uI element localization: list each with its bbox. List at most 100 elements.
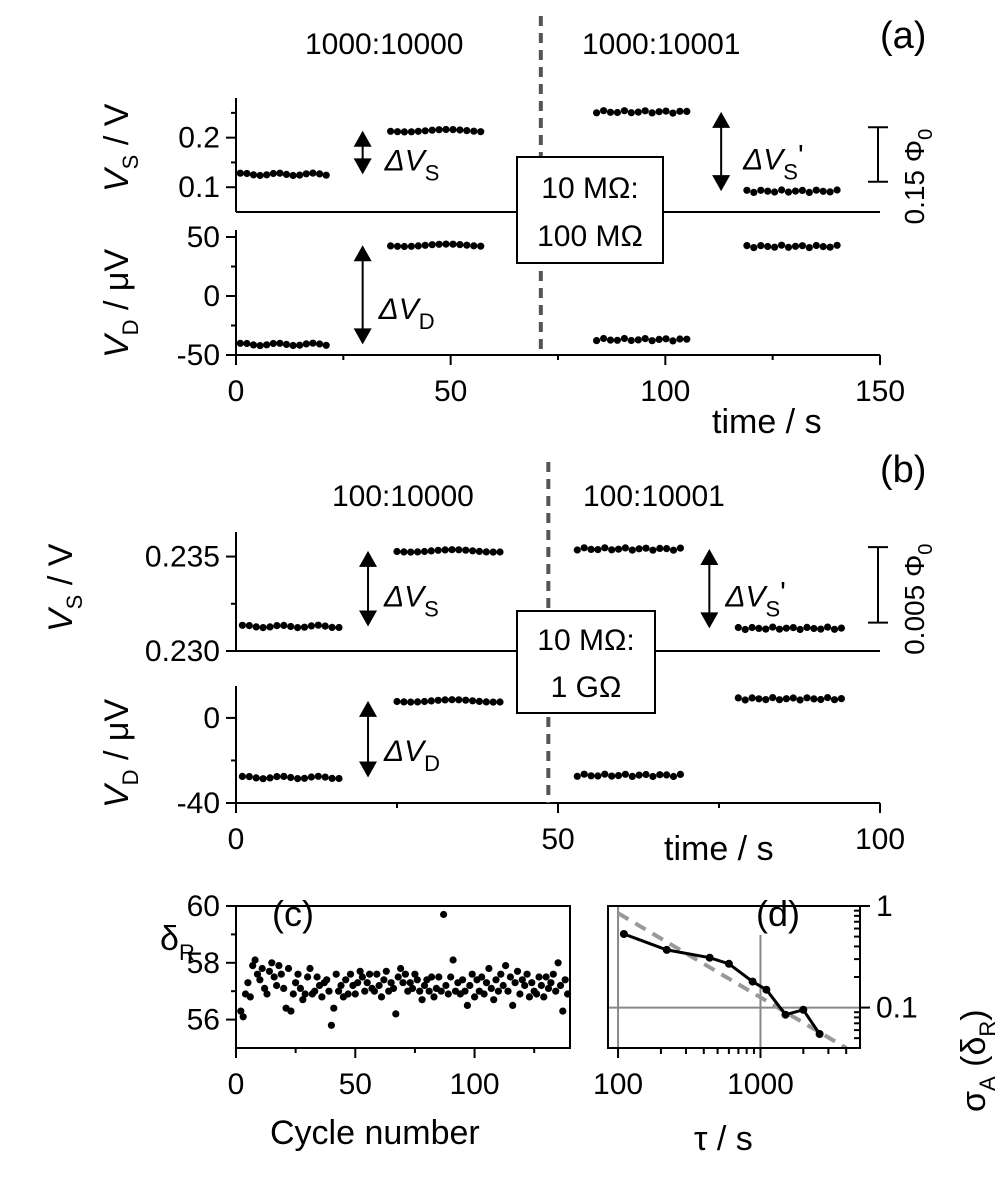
panel-a-bottom-point	[743, 242, 751, 250]
panel-a-bottom-y-label: VD / μV	[98, 248, 143, 358]
panel-c-point	[564, 990, 572, 998]
panel-a-ratio-right: 1000:10001	[582, 28, 741, 61]
panel-b-top-point	[300, 623, 309, 631]
panel-b-x-ticks: 0 50 100	[228, 803, 905, 856]
panel-a-top-point	[743, 186, 751, 194]
panel-b-bottom-y-tick-label: 0	[203, 702, 220, 735]
panel-b-bottom-point	[642, 770, 650, 779]
panel-a-top-point	[655, 108, 663, 116]
panel-c-point	[547, 979, 555, 987]
panel-b-top-point	[789, 624, 797, 632]
panel-c-point	[435, 973, 443, 981]
panel-a-scale-bar: 0.15 Φ0	[868, 126, 937, 225]
panel-d-point	[799, 1005, 808, 1014]
panel-b-top-point	[837, 624, 846, 632]
panel-c-point	[289, 990, 297, 998]
panel-a-top-point	[634, 108, 642, 116]
panel-b-bottom-y-tick-label: -40	[177, 787, 220, 820]
panel-a-top-point	[819, 187, 827, 195]
panel-a-top-y-label: VS / V	[98, 103, 143, 192]
panel-a-resistor-box-frame	[516, 156, 664, 264]
panel-c-point	[490, 996, 498, 1004]
panel-c-point	[366, 970, 374, 978]
panel-c-point	[499, 981, 507, 990]
panel-a-top-point	[400, 128, 408, 136]
panel-b-bottom-y-label: VD / μV	[98, 698, 143, 808]
panel-b-top-point	[830, 625, 839, 633]
panel-b-top-point	[580, 544, 588, 552]
panel-b-top-point	[810, 624, 818, 633]
panel-b-top-point	[335, 623, 343, 632]
panel-b-bottom-point	[427, 697, 435, 705]
panel-b-bottom-point	[810, 695, 818, 703]
panel-a-top-point	[757, 186, 765, 194]
panel-c-point	[535, 973, 543, 981]
panel-b-bottom-point	[762, 696, 770, 704]
panel-b-bottom-point	[782, 695, 791, 703]
panel-a-bottom-point	[400, 242, 408, 251]
panel-c-point	[246, 993, 254, 1001]
panel-a-bottom-point	[669, 337, 677, 345]
panel-b-resistor-box-line2: 1 GΩ	[551, 671, 622, 704]
panel-b-bottom-point	[796, 696, 804, 704]
panel-b-top-points	[238, 544, 846, 634]
panel-c-point	[482, 979, 491, 987]
panel-a-bottom-point	[456, 241, 464, 249]
panel-c-point	[389, 984, 398, 993]
panel-a-top-points	[236, 107, 841, 196]
panel-d-point	[724, 959, 733, 968]
panel-c-point	[430, 993, 438, 1001]
panel-a-top-point	[477, 128, 485, 136]
panel-c-y-ticks: 56 58 60	[187, 890, 236, 1037]
panel-b-bottom-point	[400, 698, 408, 706]
panel-a-top-point	[648, 109, 656, 117]
panel-a-top-point	[435, 126, 443, 134]
panel-c-point	[411, 970, 419, 978]
panel-a: (a) 1000:10000 1000:10001 0.10.2 ΔVS ΔVS'…	[98, 15, 937, 441]
panel-b-bottom-point	[259, 775, 267, 783]
panel-b-top-point	[587, 545, 595, 554]
panel-a-top-point	[276, 169, 284, 177]
panel-b-bottom-point	[676, 770, 685, 779]
panel-b-top-point	[594, 546, 602, 554]
panel-b-bottom-point	[321, 773, 329, 781]
panel-b-bottom-point	[475, 697, 483, 706]
panel-c-point	[346, 970, 355, 978]
panel-b-bottom-point	[314, 772, 322, 780]
panel-a-top-point	[289, 171, 297, 180]
panel-c-point	[287, 1007, 295, 1015]
panel-c-point	[397, 964, 405, 973]
panel-a-bottom-arrow-head-down	[353, 328, 372, 345]
panel-c-point	[377, 993, 386, 1001]
panel-c-point	[325, 987, 333, 995]
panel-c-point	[497, 970, 505, 978]
panel-a-top-point	[449, 126, 457, 134]
panel-c-point	[542, 973, 550, 981]
panel-b-bottom-point	[775, 696, 784, 704]
panel-b-bottom-point	[601, 770, 609, 778]
panel-c-point	[380, 976, 388, 984]
panel-c-point	[466, 981, 474, 990]
panel-a-resistor-box-line1: 10 MΩ:	[541, 172, 638, 205]
panel-d-x-tick-label: 100	[593, 1068, 643, 1101]
panel-b-bottom-point	[273, 773, 281, 781]
panel-b-bottom-point	[280, 772, 288, 781]
panel-b-top-point	[775, 625, 784, 633]
panel-b-top-point	[314, 621, 322, 629]
panel-b-x-label: time / s	[664, 830, 774, 868]
panel-b-scale-bar: 0.005 Φ0	[868, 544, 937, 655]
panel-c-y-tick-label: 56	[187, 1004, 220, 1037]
panel-a-bottom-arrows: ΔVD	[353, 245, 435, 345]
panel-a-top-point	[282, 170, 291, 178]
panel-a-top-point	[243, 169, 251, 178]
panel-b-bottom-point	[614, 772, 623, 780]
panel-a-bottom-point	[648, 337, 656, 345]
panel-b-top-y-tick-label: 0.230	[145, 635, 220, 668]
panel-d-ticks: 100 1000 0.1 1	[593, 890, 918, 1101]
panel-a-bottom-arrow-head-up	[353, 245, 372, 262]
panel-a-top-point	[778, 186, 786, 194]
panel-a-top-point	[764, 187, 772, 195]
panel-c-y-tick-label: 58	[187, 947, 220, 980]
panel-a-bottom-y-tick-label: 0	[203, 280, 220, 313]
panel-a-top-arrow-label-0: ΔVS	[384, 145, 440, 186]
